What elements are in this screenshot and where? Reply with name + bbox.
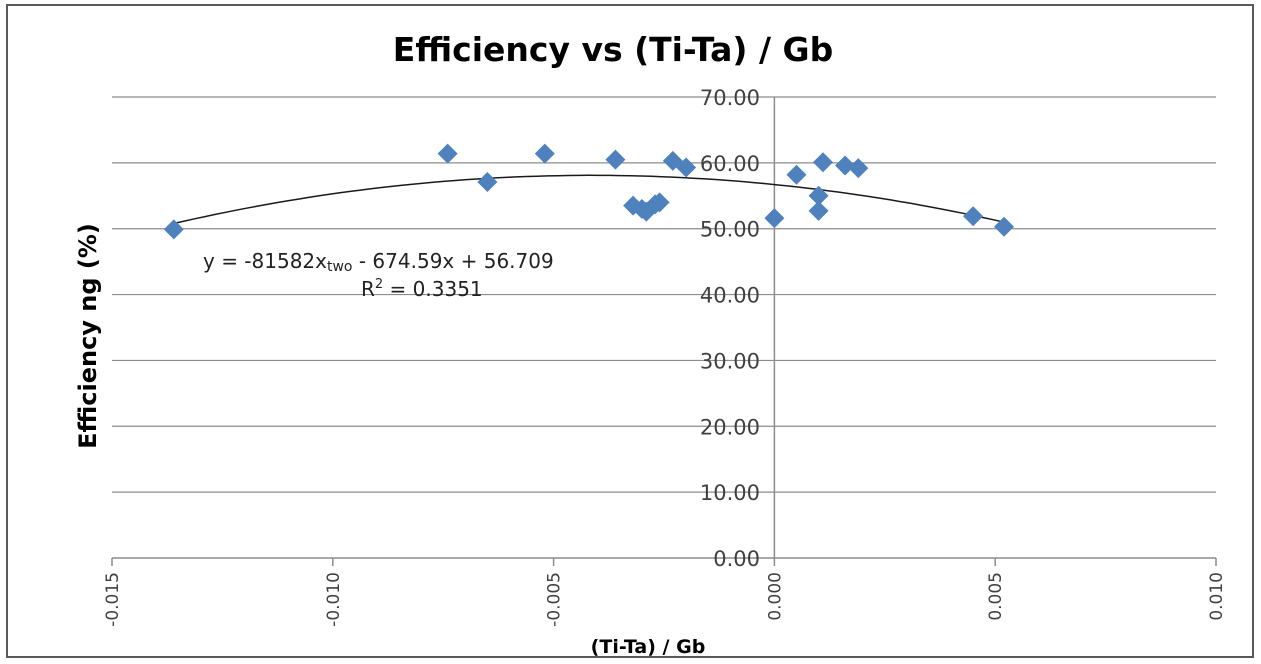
y-tick-label: 0.00 [713,547,760,571]
r2-prefix: R [361,277,375,301]
data-points [163,143,1015,240]
data-point [437,143,458,164]
data-point [812,152,833,173]
data-point [994,216,1015,237]
x-tick-label: 0.005 [986,572,1006,621]
data-point [649,192,670,213]
r-squared-label: R2 = 0.3351 [361,277,483,301]
chart-frame: Efficiency vs (Ti-Ta) / Gb 0.00 10.00 20.0… [6,4,1254,658]
data-point [808,200,829,221]
y-tick-label: 60.00 [700,152,760,176]
equation-main: y = -81582x [203,249,327,273]
data-point [605,149,626,170]
y-tick-labels: 0.00 10.00 20.00 30.00 40.00 50.00 60.00 70.00 [700,86,760,571]
x-tick-label: -0.010 [324,572,344,627]
y-tick-label: 70.00 [700,86,760,110]
scatter-chart: Efficiency vs (Ti-Ta) / Gb 0.0010.0020.0… [74,30,1227,656]
x-axis-label: (Ti-Ta) / Gb [591,636,706,656]
data-point [534,143,555,164]
y-tick-label: 40.00 [700,284,760,308]
x-tick-label: -0.005 [545,572,565,627]
r2-value: = 0.3351 [383,277,482,301]
y-tick-label: 10.00 [700,481,760,505]
r2-sup: 2 [375,277,383,292]
data-point [835,155,856,176]
data-point [764,208,785,229]
x-tick-label: 0.000 [765,572,785,621]
axes [111,97,1217,566]
data-point [963,206,984,227]
data-point [163,219,184,240]
equation-rest: - 674.59x + 56.709 [353,249,554,273]
gridlines [112,96,1216,493]
y-tick-label: 30.00 [700,349,760,373]
equation-sub: two [327,259,353,275]
trendline-equation: y = -81582xtwo - 674.59x + 56.709 [203,249,554,275]
trendline [173,174,1005,225]
x-tick-label: 0.010 [1207,572,1227,621]
data-point [477,171,498,192]
x-tick-label: -0.015 [103,572,123,627]
x-tick-labels: -0.015 -0.010 -0.005 0.000 0.005 0.010 [103,572,1227,627]
y-axis-label: Efficiency ng (%) [74,223,102,449]
y-tick-label: 50.00 [700,218,760,242]
data-point [786,164,807,185]
chart-title: Efficiency vs (Ti-Ta) / Gb [393,30,833,69]
y-tick-label: 20.00 [700,415,760,439]
data-point [676,157,697,178]
data-point [808,185,829,206]
data-point [848,158,869,179]
